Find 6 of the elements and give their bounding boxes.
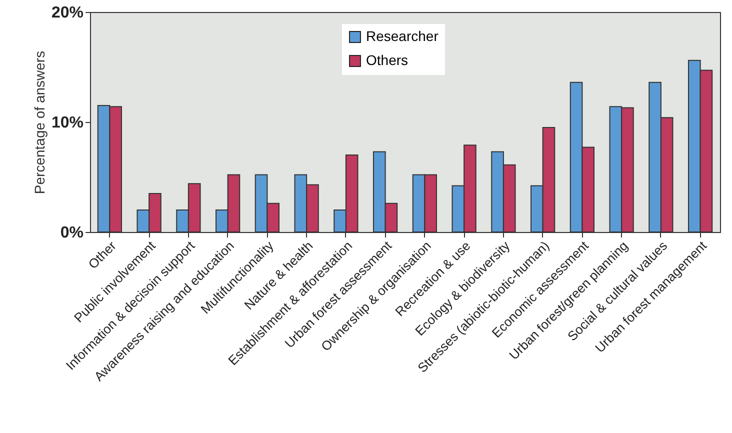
y-tick-label: 20% bbox=[51, 4, 84, 22]
legend-label: Others bbox=[366, 52, 408, 68]
legend-label: Researcher bbox=[366, 28, 439, 44]
y-axis-title: Percentage of answers bbox=[31, 50, 48, 194]
y-tick-label: 10% bbox=[51, 114, 84, 132]
y-tick-label: 0% bbox=[60, 224, 84, 242]
